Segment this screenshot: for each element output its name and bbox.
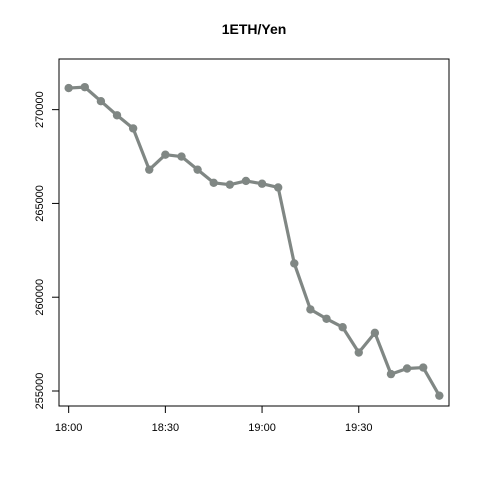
y-tick-label: 260000 xyxy=(34,279,46,316)
data-point xyxy=(402,364,412,373)
data-point xyxy=(128,124,138,133)
data-point xyxy=(64,83,73,93)
y-tick-label: 270000 xyxy=(34,91,46,128)
data-point xyxy=(419,363,428,372)
x-tick-label: 19:30 xyxy=(345,422,373,434)
data-point xyxy=(386,369,396,379)
y-tick-label: 255000 xyxy=(34,373,46,410)
data-point xyxy=(96,97,106,106)
data-point xyxy=(322,314,331,323)
data-point xyxy=(193,165,202,174)
x-tick-label: 18:00 xyxy=(55,422,83,434)
chart-title: 1ETH/Yen xyxy=(222,21,287,37)
x-tick-label: 19:00 xyxy=(248,422,276,434)
data-point xyxy=(435,391,444,400)
data-point xyxy=(338,323,347,332)
data-point xyxy=(112,111,122,120)
data-point xyxy=(225,180,235,189)
data-point xyxy=(241,176,251,186)
data-point xyxy=(161,150,170,159)
data-point xyxy=(306,305,315,314)
data-point xyxy=(354,348,363,357)
series-layer xyxy=(64,82,444,400)
x-axis: 18:00 18:30 19:00 19:30 xyxy=(55,405,373,434)
x-tick-label: 18:30 xyxy=(152,422,180,434)
data-point xyxy=(209,178,218,187)
y-tick-label: 265000 xyxy=(34,185,46,222)
data-point xyxy=(80,82,89,92)
y-axis: 255000 260000 265000 270000 xyxy=(34,91,60,410)
data-point xyxy=(145,165,154,174)
data-point xyxy=(257,179,267,188)
data-point xyxy=(273,183,283,192)
data-point xyxy=(177,152,186,161)
data-point xyxy=(290,259,299,268)
data-point xyxy=(370,328,380,338)
